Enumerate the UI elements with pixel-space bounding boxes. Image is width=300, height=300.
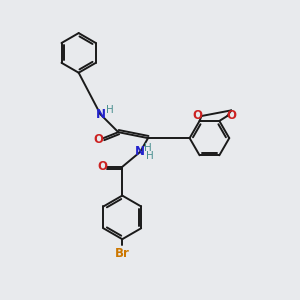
Text: O: O [98,160,107,173]
Text: H: H [106,105,114,116]
Text: O: O [94,133,103,146]
Text: Br: Br [115,247,130,260]
Text: H: H [144,143,152,153]
Text: N: N [135,146,145,158]
Text: N: N [95,108,106,121]
Text: O: O [226,109,236,122]
Text: O: O [193,109,202,122]
Text: H: H [146,151,154,161]
